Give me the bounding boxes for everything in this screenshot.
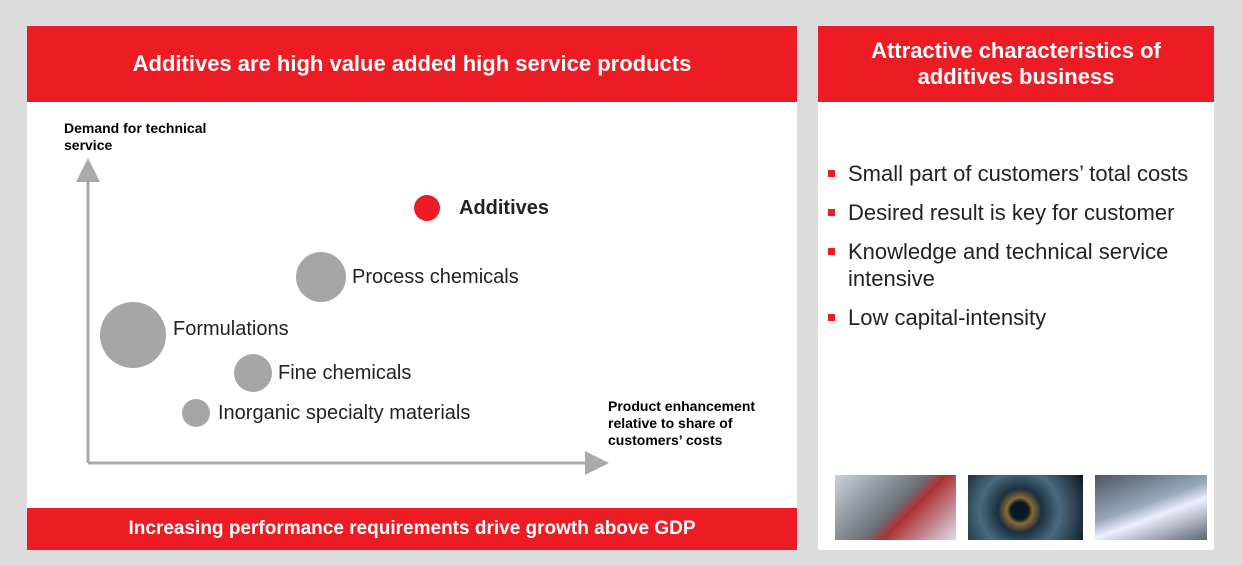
right-panel [818, 26, 1214, 550]
y-axis-label: Demand for technical service [64, 120, 207, 153]
photo [1095, 475, 1207, 540]
bullet: Desired result is key for customer [826, 199, 1206, 226]
right-title: Attractive characteristics of additives … [818, 26, 1214, 102]
photo [835, 475, 956, 540]
left-title: Additives are high value added high serv… [27, 26, 797, 102]
bullet-list: Small part of customers’ total costs Des… [826, 160, 1206, 343]
bullet: Low capital-intensity [826, 304, 1206, 331]
node-label: Formulations [173, 318, 289, 340]
x-axis-label: Product enhancement relative to share of… [608, 398, 756, 448]
bullet: Knowledge and technical service intensiv… [826, 238, 1206, 292]
bubble [100, 302, 166, 368]
bubble [234, 354, 272, 392]
node-label: Process chemicals [352, 266, 519, 288]
node-label: Additives [459, 197, 550, 219]
diagram [76, 158, 609, 475]
bubble [296, 252, 346, 302]
node-label: Fine chemicals [278, 362, 412, 384]
bubble [182, 399, 210, 427]
photo [968, 475, 1083, 540]
bubble [414, 195, 440, 221]
node-label: Inorganic specialty materials [218, 402, 471, 424]
left-footer: Increasing performance requirements driv… [27, 508, 797, 550]
bullet: Small part of customers’ total costs [826, 160, 1206, 187]
